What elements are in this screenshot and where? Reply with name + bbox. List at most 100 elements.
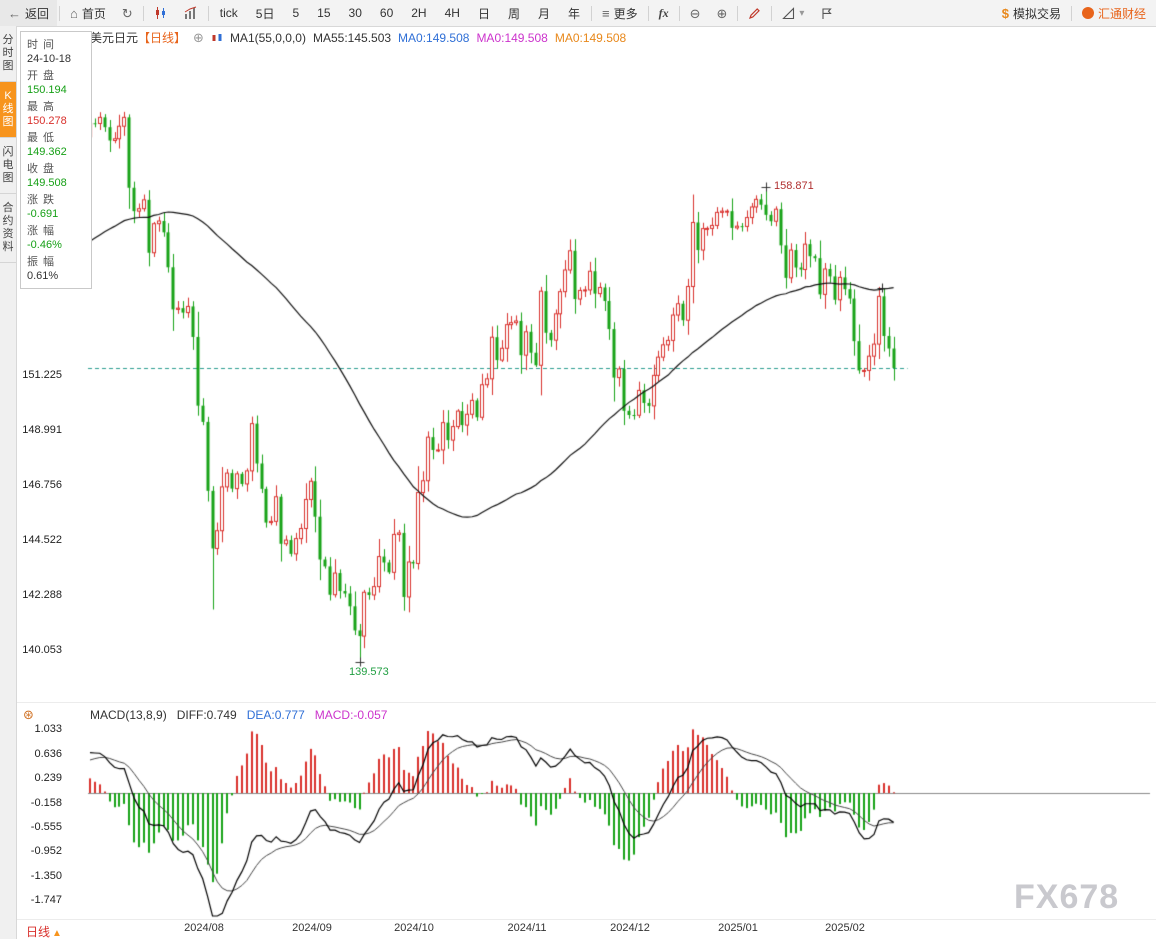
interval-week-label: 周 (507, 6, 520, 21)
date-axis-label: 2024/11 (507, 922, 547, 934)
brand-link[interactable]: 汇通财经 (1074, 0, 1154, 26)
fx-indicator-button[interactable]: fx (651, 0, 677, 26)
shape-tool-button[interactable]: ▾ (774, 0, 812, 26)
interval-month[interactable]: 月 (529, 0, 559, 26)
macd-header: MACD(13,8,9) DIFF:0.749 DEA:0.777 MACD:-… (90, 708, 387, 722)
toolbar-separator (591, 5, 592, 21)
toolbar-separator (142, 5, 144, 21)
add-indicator-icon[interactable]: ⊕ (193, 29, 204, 45)
macd-axis-label: 1.033 (34, 723, 62, 735)
triangle-up-icon: ▲ (52, 928, 62, 939)
draw-button[interactable] (740, 0, 769, 26)
more-button[interactable]: ≡ 更多 (594, 0, 646, 26)
macd-hist-value: MACD:-0.057 (314, 708, 388, 722)
fx-label: fx (658, 5, 669, 20)
home-button[interactable]: ⌂ 首页 (62, 0, 114, 26)
brand-logo-icon (1081, 7, 1094, 19)
macd-panel-period-selector[interactable]: 日线 ▲ (26, 923, 62, 940)
info-label-change: 涨 跌 (27, 194, 56, 206)
sidebar-tab-time-chart[interactable]: 分时图 (0, 26, 16, 82)
menu-icon: ≡ (602, 5, 610, 21)
info-value-low: 149.362 (27, 146, 67, 158)
toolbar: ← 返回 ⌂ 首页 ↻ tick 5日 5 15 30 60 2H 4H 日 周… (0, 0, 1156, 27)
info-label-time: 时 间 (27, 39, 56, 51)
flag-tool-button[interactable] (812, 0, 845, 26)
home-label: 首页 (81, 6, 106, 21)
date-axis-label: 2024/09 (292, 922, 332, 934)
interval-year[interactable]: 年 (559, 0, 589, 26)
panel-divider (16, 702, 1156, 703)
zoom-out-icon: ⊖ (689, 5, 701, 21)
chevron-down-icon: ▾ (799, 7, 805, 19)
interval-2h-label: 2H (411, 6, 427, 20)
interval-5day[interactable]: 5日 (247, 0, 284, 26)
brand-label: 汇通财经 (1097, 6, 1146, 21)
sidebar-tab-contract-info[interactable]: 合约资料 (0, 194, 16, 263)
toolbar-separator (737, 5, 739, 21)
info-value-change: -0.691 (27, 208, 59, 220)
kline-view-button[interactable] (146, 0, 176, 26)
interval-60min[interactable]: 60 (371, 0, 402, 26)
price-axis-label: 140.053 (22, 644, 62, 656)
toolbar-separator (1070, 5, 1072, 21)
zoom-in-button[interactable]: ⊕ (709, 0, 736, 26)
chart-type-sidebar: 分时图 K线图 闪电图 合约资料 (0, 26, 17, 939)
ohlc-info-panel: 时 间 24-10-18 开 盘 150.194 最 高 150.278 最 低… (20, 31, 92, 289)
interval-30min[interactable]: 30 (340, 0, 371, 26)
ma55-value: MA55:145.503 (312, 30, 392, 45)
sidebar-tab-kline-chart[interactable]: K线图 (0, 82, 16, 138)
macd-dea-value: DEA:0.777 (246, 708, 305, 722)
indicator-settings-icon[interactable]: ⊛ (23, 707, 34, 722)
interval-week[interactable]: 周 (499, 0, 529, 26)
macd-axis-label: -0.555 (30, 821, 62, 833)
info-value-change-pct: -0.46% (27, 239, 62, 251)
volume-bars-icon (184, 6, 196, 19)
macd-axis-label: -0.952 (30, 845, 62, 857)
back-button[interactable]: ← 返回 (0, 0, 58, 26)
back-arrow-icon: ← (8, 5, 21, 21)
price-axis-label: 148.991 (22, 424, 62, 436)
more-label: 更多 (613, 6, 638, 21)
kline-chart-icon (155, 7, 165, 19)
interval-5min[interactable]: 5 (283, 0, 308, 26)
symbol-name: 美元日元 (90, 31, 139, 45)
price-axis-label: 144.522 (22, 534, 62, 546)
pencil-icon (749, 7, 761, 19)
interval-year-label: 年 (567, 6, 580, 21)
ma0-value-1: MA0:149.508 (398, 30, 470, 45)
zoom-in-icon: ⊕ (716, 5, 728, 21)
toolbar-separator (647, 5, 649, 21)
triangle-shape-icon (782, 6, 795, 19)
info-label-close: 收 盘 (27, 163, 56, 175)
ma0-value-3: MA0:149.508 (554, 30, 627, 45)
info-value-amplitude: 0.61% (27, 270, 59, 282)
toolbar-separator (771, 5, 773, 21)
interval-day[interactable]: 日 (469, 0, 499, 26)
zoom-out-button[interactable]: ⊖ (682, 0, 709, 26)
back-label: 返回 (25, 6, 50, 21)
interval-15min[interactable]: 15 (308, 0, 339, 26)
sidebar-tab-lightning-chart[interactable]: 闪电图 (0, 138, 16, 194)
interval-30min-label: 30 (348, 6, 362, 20)
ma0-value-2: MA0:149.508 (476, 30, 548, 45)
refresh-icon: ↻ (121, 5, 133, 21)
interval-4h[interactable]: 4H (436, 0, 469, 26)
info-value-close: 149.508 (27, 177, 67, 189)
macd-axis-label: -0.158 (30, 797, 62, 809)
interval-tick[interactable]: tick (211, 0, 247, 26)
interval-2h[interactable]: 2H (402, 0, 435, 26)
toolbar-separator (678, 5, 680, 21)
interval-60min-label: 60 (379, 6, 394, 20)
demo-trading-button[interactable]: $ 模拟交易 (994, 0, 1069, 26)
macd-axis-label: 0.239 (34, 772, 62, 784)
interval-month-label: 月 (537, 6, 550, 21)
high-price-annotation: 158.871 (774, 180, 814, 192)
date-axis-label: 2025/02 (825, 922, 865, 934)
dollar-icon: $ (1001, 5, 1009, 21)
flag-icon (822, 7, 833, 19)
time-axis-divider (16, 919, 1156, 920)
refresh-button[interactable]: ↻ (114, 0, 141, 26)
interval-4h-label: 4H (444, 6, 460, 20)
indicator-view-button[interactable] (176, 0, 206, 26)
